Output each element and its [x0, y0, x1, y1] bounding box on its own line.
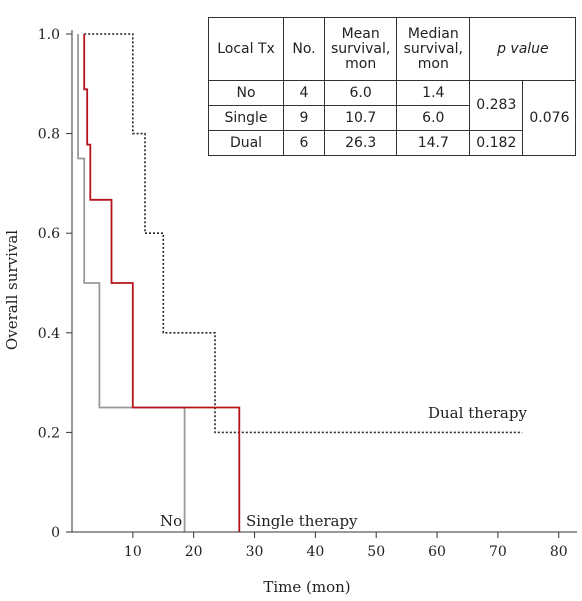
cell-count: 6	[283, 130, 325, 156]
y-tick-label: 1.0	[38, 27, 60, 43]
p-value-no-vs-single: 0.283	[469, 80, 524, 131]
x-tick-label: 70	[489, 544, 507, 560]
x-tick-label: 80	[550, 544, 568, 560]
series-label-single: Single therapy	[246, 512, 358, 530]
p-value-single-vs-dual: 0.182	[469, 130, 524, 156]
header-p-value: p value	[469, 17, 577, 81]
series-label-no: No	[160, 512, 182, 530]
header-median-survival: Median survival, mon	[396, 17, 471, 81]
table-header-row: Local Tx No. Mean survival, mon Median s…	[208, 17, 577, 81]
cell-count: 4	[283, 80, 325, 106]
cell-mean: 26.3	[323, 130, 398, 156]
y-tick-label: 0.8	[38, 127, 60, 143]
table-row: No 4 6.0 1.4 0.283 0.076	[208, 80, 577, 156]
series-line-single-therapy	[83, 34, 241, 532]
header-count: No.	[283, 17, 325, 81]
header-mean-survival: Mean survival, mon	[323, 17, 398, 81]
cell-group: No	[208, 80, 284, 106]
y-tick-label: 0.6	[38, 226, 60, 242]
cell-mean: 6.0	[323, 80, 398, 106]
cell-median: 14.7	[396, 130, 471, 156]
x-tick-label: 20	[185, 544, 203, 560]
x-tick-label: 60	[428, 544, 446, 560]
y-axis-ticks: 0 0.2 0.4 0.6 0.8 1.0	[38, 27, 72, 541]
y-tick-label: 0.2	[38, 425, 60, 441]
x-tick-label: 30	[246, 544, 264, 560]
cell-median: 1.4	[396, 80, 471, 106]
series-label-dual: Dual therapy	[428, 404, 527, 422]
series-line-dual-therapy	[84, 33, 523, 434]
cell-group: Single	[208, 105, 284, 131]
cell-count: 9	[283, 105, 325, 131]
survival-curves	[77, 33, 523, 532]
header-p-value-text: p value	[497, 40, 549, 57]
x-tick-label: 40	[306, 544, 324, 560]
cell-median: 6.0	[396, 105, 471, 131]
header-local-tx: Local Tx	[208, 17, 284, 81]
cell-group: Dual	[208, 130, 284, 156]
y-tick-label: 0.4	[38, 326, 60, 342]
x-tick-label: 10	[124, 544, 142, 560]
y-tick-label: 0	[51, 525, 60, 541]
y-axis-title: Overall survival	[3, 230, 21, 350]
cell-mean: 10.7	[323, 105, 398, 131]
table-row: Dual 6 26.3 14.7 0.182	[208, 130, 576, 156]
p-value-overall: 0.076	[522, 80, 577, 156]
x-axis-title: Time (mon)	[263, 578, 350, 596]
x-tick-label: 50	[367, 544, 385, 560]
x-axis-ticks: 10 20 30 40 50 60 70 80	[124, 532, 568, 560]
survival-summary-table: Local Tx No. Mean survival, mon Median s…	[208, 17, 577, 156]
